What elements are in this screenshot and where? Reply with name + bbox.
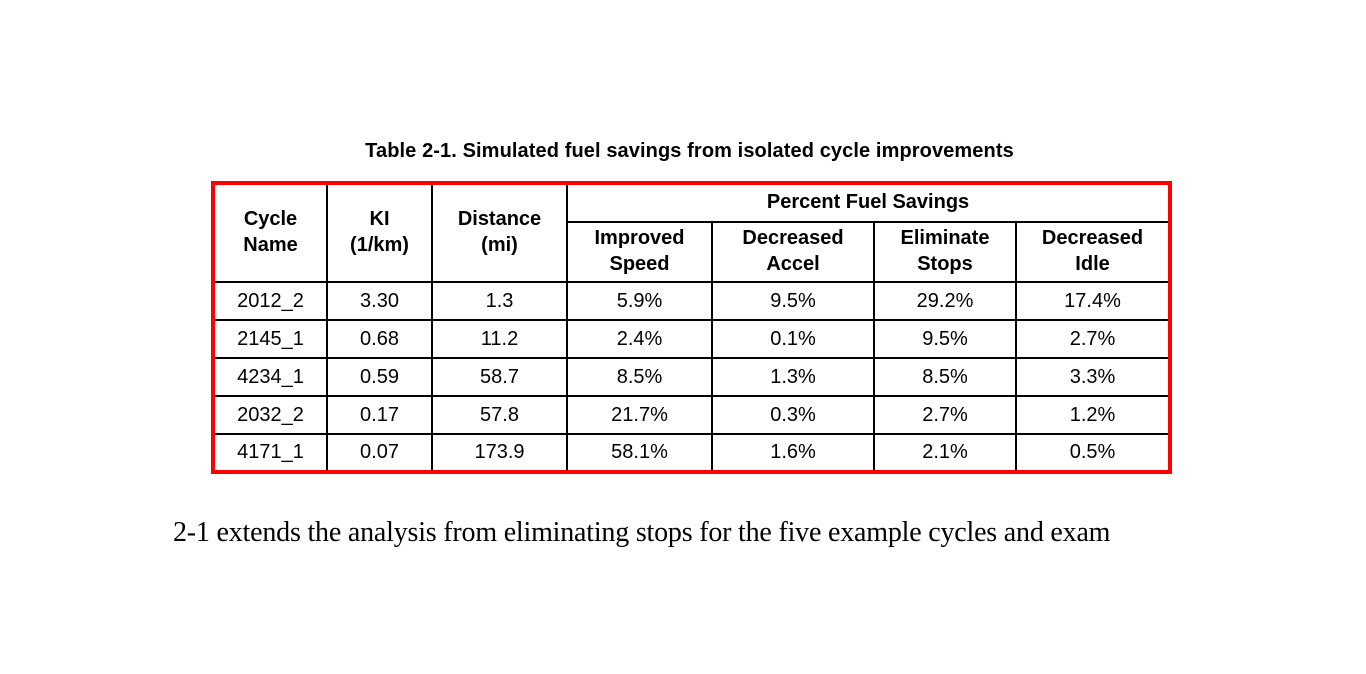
cell-cycle-name: 2145_1: [212, 319, 328, 359]
cell-distance: 1.3: [431, 281, 568, 321]
cell-distance: 11.2: [431, 319, 568, 359]
cell-improved-speed: 21.7%: [566, 395, 713, 435]
cell-decreased-accel: 9.5%: [711, 281, 875, 321]
header-line: Cycle: [243, 208, 298, 231]
cell-distance: 58.7: [431, 357, 568, 397]
cell-improved-speed: 58.1%: [566, 433, 713, 473]
table-caption: Table 2-1. Simulated fuel savings from i…: [365, 140, 1014, 162]
column-header-distance: Distance (mi): [431, 182, 568, 283]
header-row-group: Cycle Name KI (1/km) Distance (mi) Perce…: [212, 182, 1172, 283]
cell-cycle-name: 2012_2: [212, 281, 328, 321]
column-header-improved-speed: Improved Speed: [566, 221, 713, 283]
cell-ki: 3.30: [326, 281, 433, 321]
table-row: 2012_2 3.30 1.3 5.9% 9.5% 29.2% 17.4%: [212, 281, 1172, 321]
header-line: (mi): [481, 234, 518, 256]
header-line: Idle: [1075, 253, 1110, 275]
header-line: Decreased: [1041, 227, 1144, 250]
header-line: Stops: [917, 253, 973, 275]
cell-cycle-name: 2032_2: [212, 395, 328, 435]
cell-ki: 0.59: [326, 357, 433, 397]
column-header-decreased-accel: Decreased Accel: [711, 221, 875, 283]
cell-eliminate-stops: 2.7%: [873, 395, 1017, 435]
cell-improved-speed: 8.5%: [566, 357, 713, 397]
cell-ki: 0.07: [326, 433, 433, 473]
cell-eliminate-stops: 2.1%: [873, 433, 1017, 473]
header-line: Speed: [609, 253, 670, 275]
cell-ki: 0.68: [326, 319, 433, 359]
cell-decreased-accel: 1.3%: [711, 357, 875, 397]
cell-decreased-idle: 1.2%: [1014, 395, 1172, 435]
header-line: Name: [243, 234, 298, 256]
cell-decreased-accel: 0.1%: [711, 319, 875, 359]
cell-decreased-idle: 3.3%: [1014, 357, 1172, 397]
table-row: 4171_1 0.07 173.9 58.1% 1.6% 2.1% 0.5%: [212, 433, 1172, 473]
cell-eliminate-stops: 8.5%: [873, 357, 1017, 397]
cell-decreased-idle: 17.4%: [1014, 281, 1172, 321]
header-line: KI: [369, 208, 390, 231]
body-paragraph-text: 2-1 extends the analysis from eliminatin…: [173, 517, 1111, 548]
header-line: Eliminate: [900, 227, 990, 250]
cell-cycle-name: 4171_1: [212, 433, 328, 473]
header-line: Distance: [457, 208, 542, 231]
cell-decreased-idle: 0.5%: [1014, 433, 1172, 473]
table-row: 4234_1 0.59 58.7 8.5% 1.3% 8.5% 3.3%: [212, 357, 1172, 397]
cell-ki: 0.17: [326, 395, 433, 435]
table-row: 2145_1 0.68 11.2 2.4% 0.1% 9.5% 2.7%: [212, 319, 1172, 359]
column-header-eliminate-stops: Eliminate Stops: [873, 221, 1017, 283]
cell-improved-speed: 5.9%: [566, 281, 713, 321]
header-line: Accel: [766, 253, 820, 275]
cell-distance: 173.9: [431, 433, 568, 473]
header-line: Decreased: [742, 227, 844, 250]
cell-decreased-idle: 2.7%: [1014, 319, 1172, 359]
cell-eliminate-stops: 9.5%: [873, 319, 1017, 359]
cell-improved-speed: 2.4%: [566, 319, 713, 359]
column-header-ki: KI (1/km): [326, 182, 433, 283]
header-line: Improved: [594, 227, 685, 250]
fuel-savings-table: Cycle Name KI (1/km) Distance (mi) Perce…: [211, 181, 1173, 474]
table-row: 2032_2 0.17 57.8 21.7% 0.3% 2.7% 1.2%: [212, 395, 1172, 435]
cell-decreased-accel: 1.6%: [711, 433, 875, 473]
column-header-cycle-name: Cycle Name: [212, 182, 328, 283]
cell-cycle-name: 4234_1: [212, 357, 328, 397]
cell-decreased-accel: 0.3%: [711, 395, 875, 435]
header-line: (1/km): [350, 234, 409, 256]
cell-distance: 57.8: [431, 395, 568, 435]
cell-eliminate-stops: 29.2%: [873, 281, 1017, 321]
column-header-decreased-idle: Decreased Idle: [1014, 221, 1172, 283]
header-row-sub: Improved Speed Decreased Accel Eliminate…: [213, 221, 1172, 283]
group-header-percent-fuel-savings: Percent Fuel Savings: [565, 182, 1172, 223]
